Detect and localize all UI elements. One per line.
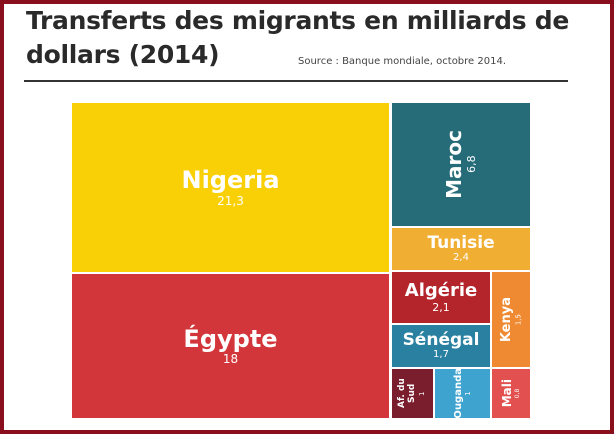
tile-nigeria: Nigeria 21,3 <box>72 103 389 272</box>
tile-value: 2,1 <box>432 300 450 314</box>
tile-label: Kenya <box>498 296 514 343</box>
tile-kenya: Kenya 1,5 <box>492 272 530 367</box>
chart-title: Transferts des migrants en milliards de … <box>26 6 569 69</box>
tile-tunisie: Tunisie 2,4 <box>392 228 530 270</box>
tile-label: Mali <box>499 379 514 408</box>
tile-alg-rie: Algérie 2,1 <box>392 272 490 323</box>
tile-value: 1,7 <box>433 349 449 361</box>
tile-s-n-gal: Sénégal 1,7 <box>392 325 490 367</box>
tile-value: 1 <box>463 391 472 396</box>
tile-mali: Mali 0,8 <box>492 369 530 418</box>
tile-label: Af. du Sud <box>397 378 418 409</box>
tile--gypte: Égypte 18 <box>72 274 389 418</box>
tile-label: Égypte <box>183 324 278 353</box>
tile-label: Tunisie <box>427 232 495 253</box>
tile-label: Sénégal <box>402 329 480 350</box>
tile-value: 0,8 <box>514 388 521 399</box>
tile-value: 1 <box>418 391 427 396</box>
tile-maroc: Maroc 6,8 <box>392 103 530 226</box>
tile-label: Algérie <box>404 280 478 301</box>
tile-value: 2,4 <box>453 252 469 264</box>
tile-value: 18 <box>222 352 239 366</box>
tile-label: Ouganda <box>452 368 464 419</box>
tile-value: 1,5 <box>513 313 522 326</box>
tile-ouganda: Ouganda 1 <box>435 368 490 419</box>
tile-af-du-sud: Af. du Sud 1 <box>392 369 433 418</box>
title-underline <box>24 80 568 82</box>
tile-label: Nigeria <box>181 166 280 195</box>
tile-label: Maroc <box>442 130 467 199</box>
source-note: Source : Banque mondiale, octobre 2014. <box>298 56 507 67</box>
tile-value: 21,3 <box>217 193 244 208</box>
tile-value: 6,8 <box>465 155 479 174</box>
